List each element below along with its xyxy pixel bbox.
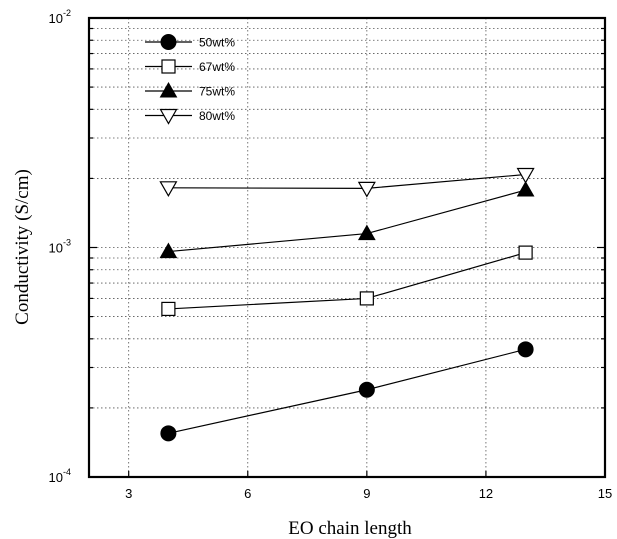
data-point [516, 167, 535, 184]
x-axis-label: EO chain length [288, 518, 412, 539]
series-line [168, 189, 526, 253]
x-tick-label: 9 [363, 486, 370, 501]
legend-entry: 80wt% [145, 108, 235, 125]
legend-entry: 50wt% [145, 34, 235, 50]
y-tick-label: 10-4 [49, 467, 71, 485]
legend-entry: 75wt% [145, 81, 235, 99]
series-line [168, 348, 526, 434]
y-tick-label: 10-3 [49, 238, 71, 256]
data-point [357, 181, 376, 198]
data-point [517, 341, 534, 358]
axis-ticks: 3 6 9 12 15 10-4 10-3 10-2 [49, 8, 613, 501]
y-tick-label: 10-2 [49, 8, 71, 26]
series-3 [159, 181, 535, 259]
x-tick-label: 6 [244, 486, 251, 501]
data-point [159, 181, 178, 198]
legend-marker [161, 59, 176, 74]
series-4 [159, 167, 535, 198]
series-layer [159, 167, 535, 442]
series-line [168, 252, 526, 310]
series-line [168, 173, 526, 189]
series-2 [161, 245, 533, 317]
legend-label: 80wt% [199, 109, 235, 123]
legend-label: 75wt% [199, 85, 235, 99]
data-point [516, 181, 535, 197]
grid [89, 18, 605, 477]
legend-marker [160, 34, 177, 50]
data-point [358, 381, 375, 398]
data-point [160, 425, 177, 442]
y-axis-label: Conductivity (S/cm) [12, 169, 33, 325]
data-point [159, 242, 178, 259]
legend-label: 50wt% [199, 36, 235, 50]
legend-label: 67wt% [199, 60, 235, 74]
legend-entry: 67wt% [145, 59, 235, 74]
data-point [359, 291, 374, 306]
series-1 [160, 341, 534, 442]
data-point [357, 224, 376, 241]
x-tick-label: 12 [479, 486, 493, 501]
x-tick-label: 3 [125, 486, 132, 501]
legend: 50wt% 67wt% 75wt% 80wt% [145, 34, 235, 125]
data-point [518, 245, 533, 260]
x-tick-label: 15 [598, 486, 612, 501]
data-point [161, 301, 176, 317]
legend-marker [159, 108, 178, 125]
legend-marker [159, 81, 178, 98]
